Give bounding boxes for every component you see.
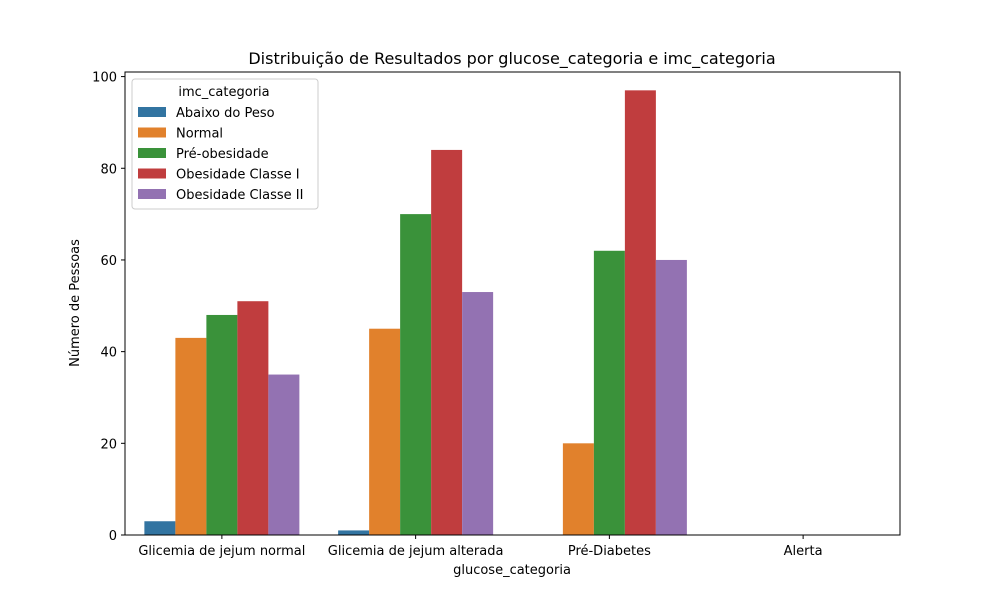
bar-abaixo-do-peso-glicemia-de-jejum-normal [144,521,176,535]
legend-swatch-obesidade-classe-i [138,168,166,179]
bar-obesidade-classe-ii-glicemia-de-jejum-normal [268,374,300,535]
y-tick-label: 100 [92,71,117,86]
x-tick-label: Glicemia de jejum alterada [328,544,504,559]
y-axis: 0 20 40 60 80 100 [92,71,125,544]
bar-pre-obesidade-pre-diabetes [593,250,625,535]
y-axis-label: Número de Pessoas [68,239,83,367]
bar-obesidade-classe-i-glicemia-de-jejum-normal [237,301,269,535]
chart-title: Distribuição de Resultados por glucose_c… [248,49,775,69]
bar-obesidade-classe-i-glicemia-de-jejum-alterada [431,149,463,535]
legend-label-normal: Normal [176,127,223,142]
y-tick-label: 40 [100,346,117,361]
x-axis-label: glucose_categoria [453,563,571,578]
y-tick-label: 0 [109,529,117,544]
plot-frame [124,71,901,536]
bars-group [144,90,687,536]
bar-obesidade-classe-ii-glicemia-de-jejum-alterada [462,292,494,535]
legend-label-obesidade-classe-ii: Obesidade Classe II [176,188,303,203]
legend-box [131,78,319,210]
bar-obesidade-classe-ii-pre-diabetes [655,259,687,535]
y-tick-label: 80 [100,162,117,177]
y-tick-label: 20 [100,437,117,452]
bar-pre-obesidade-glicemia-de-jejum-alterada [400,214,432,536]
bar-normal-pre-diabetes [562,443,594,535]
legend-title: imc_categoria [178,85,269,100]
bar-normal-glicemia-de-jejum-alterada [369,328,401,535]
bar-pre-obesidade-glicemia-de-jejum-normal [206,314,238,535]
legend-label-abaixo-do-peso: Abaixo do Peso [176,106,275,121]
legend-swatch-normal [138,127,166,138]
legend-swatch-obesidade-classe-ii [138,189,166,199]
y-tick-label: 60 [100,254,117,269]
legend: imc_categoria Abaixo do Peso Normal Pré-ob… [131,78,319,210]
bar-abaixo-do-peso-glicemia-de-jejum-alterada [338,530,370,535]
legend-label-obesidade-classe-i: Obesidade Classe I [176,168,300,183]
x-tick-label: Glicemia de jejum normal [138,544,305,559]
x-tick-label: Alerta [784,544,823,559]
bar-obesidade-classe-i-pre-diabetes [624,90,656,535]
legend-swatch-pre-obesidade [138,148,166,158]
legend-swatch-abaixo-do-peso [138,107,166,117]
x-tick-label: Pré-Diabetes [568,544,651,559]
x-axis: Glicemia de jejum normal Glicemia de jeju… [138,535,823,559]
legend-label-pre-obesidade: Pré-obesidade [176,147,269,162]
bar-normal-glicemia-de-jejum-normal [175,337,207,535]
